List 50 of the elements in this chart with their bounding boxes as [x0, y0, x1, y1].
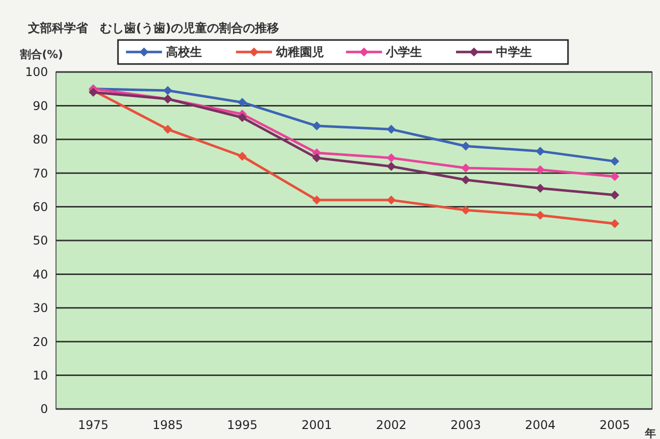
y-tick-label: 50 [32, 234, 48, 248]
y-tick-label: 100 [25, 65, 48, 80]
y-tick-label: 0 [40, 402, 48, 416]
y-tick-label: 90 [32, 98, 48, 113]
point [461, 164, 470, 173]
point [163, 124, 172, 134]
point [312, 121, 322, 130]
chart-title: 文部科学省 むし歯(う歯)の児童の割合の推移 [27, 21, 279, 35]
legend-label: 中学生 [496, 45, 532, 60]
x-tick-label: 2005 [599, 418, 630, 432]
x-tick-label: 1985 [152, 418, 184, 432]
y-tick-label: 40 [32, 267, 48, 282]
point [386, 124, 396, 134]
point [536, 184, 545, 193]
point [461, 206, 470, 215]
y-tick-label: 60 [32, 200, 48, 214]
legend-label: 小学生 [385, 45, 422, 60]
point [238, 112, 247, 122]
x-tick-label: 2001 [301, 418, 332, 432]
point [536, 165, 545, 174]
point [386, 196, 396, 205]
x-tick-label: 2003 [450, 418, 482, 432]
y-tick-label: 10 [32, 368, 48, 382]
point [610, 172, 620, 181]
point [536, 146, 545, 156]
point [461, 142, 470, 151]
point [610, 156, 620, 166]
y-tick-label: 30 [32, 301, 48, 316]
legend-label: 高校生 [166, 45, 202, 60]
point [312, 153, 322, 162]
point [238, 152, 247, 161]
point [312, 196, 322, 205]
x-axis-title: 年 [644, 427, 656, 439]
x-tick-label: 1975 [78, 418, 109, 432]
point [610, 190, 620, 200]
point [238, 98, 247, 107]
point [163, 86, 172, 96]
point [386, 153, 396, 162]
x-tick-label: 1995 [226, 418, 258, 432]
point [461, 175, 470, 184]
y-tick-label: 70 [32, 166, 48, 180]
y-tick-label: 20 [32, 334, 48, 349]
point [610, 219, 620, 228]
y-tick-label: 80 [32, 132, 48, 147]
point [536, 210, 545, 220]
x-tick-label: 2004 [524, 418, 556, 432]
y-axis-title: 割合(%) [19, 48, 64, 61]
x-tick-label: 2002 [376, 418, 407, 432]
point [386, 162, 396, 171]
legend-label: 幼稚園児 [276, 45, 324, 60]
